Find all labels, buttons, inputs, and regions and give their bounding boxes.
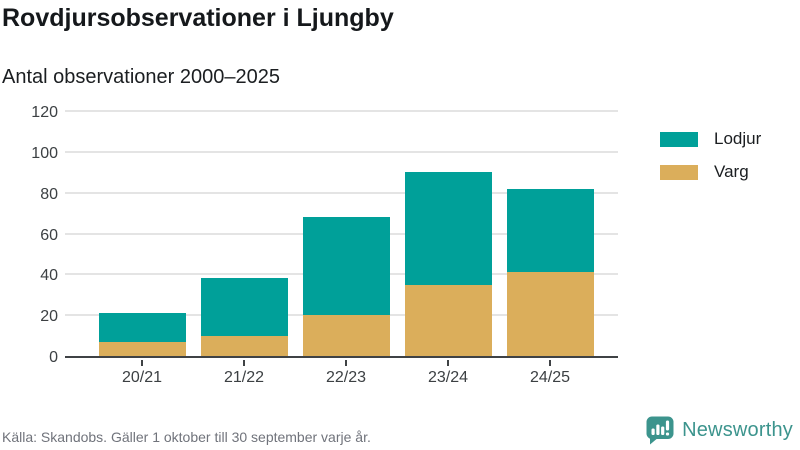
bar-segment-varg-20/21 [98, 341, 186, 356]
y-tick-label-80: 80 [40, 185, 58, 203]
y-axis: 0 20 40 60 80 100 120 [0, 104, 58, 366]
y-tick-label-60: 60 [40, 226, 58, 244]
gridline-120 [65, 110, 618, 112]
newsworthy-logo-icon [646, 416, 674, 445]
x-tick-label-24/25: 24/25 [529, 369, 571, 386]
y-tick-label-120: 120 [31, 104, 58, 121]
legend-swatch-varg [660, 164, 698, 180]
x-tick-label-23/24: 23/24 [427, 369, 469, 386]
x-axis-tick-23/24 [447, 360, 449, 366]
bar-segment-lodjur-23/24 [404, 172, 492, 285]
gridline-100 [65, 150, 618, 153]
bar-segment-lodjur-20/21 [98, 313, 186, 342]
chart-subtitle: Antal observationer 2000–2025 [2, 66, 280, 88]
x-tick-label-22/23: 22/23 [325, 369, 367, 386]
y-tick-label-20: 20 [40, 308, 58, 326]
bar-segment-lodjur-21/22 [200, 278, 288, 336]
legend-label-varg: Varg [714, 162, 749, 181]
plot-area [65, 110, 618, 358]
bar-group-20/21 [98, 111, 186, 356]
legend-swatch-lodjur [660, 131, 698, 147]
legend-item-lodjur: Lodjur [660, 129, 761, 149]
bar-group-24/25 [506, 111, 594, 356]
legend-label-lodjur: Lodjur [714, 129, 762, 148]
legend: Lodjur Varg [660, 129, 761, 195]
x-tick-label-20/21: 20/21 [121, 369, 163, 386]
x-axis-tick-21/22 [243, 360, 245, 366]
y-tick-label-0: 0 [49, 349, 58, 366]
gridline-80 [65, 191, 618, 194]
bar-segment-varg-24/25 [506, 272, 594, 356]
newsworthy-wordmark: Newsworthy [682, 418, 793, 441]
bar-group-21/22 [200, 111, 288, 356]
x-axis-tick-22/23 [345, 360, 347, 366]
y-tick-label-40: 40 [40, 267, 58, 285]
bar-segment-lodjur-22/23 [302, 217, 390, 316]
x-axis: 20/21 21/22 22/23 23/24 24/25 [65, 360, 618, 400]
bar-group-23/24 [404, 111, 492, 356]
bar-segment-varg-23/24 [404, 284, 492, 356]
bar-segment-varg-21/22 [200, 335, 288, 356]
legend-item-varg: Varg [660, 162, 761, 182]
x-tick-label-21/22: 21/22 [223, 369, 265, 386]
newsworthy-logo: Newsworthy [645, 415, 793, 445]
source-note: Källa: Skandobs. Gäller 1 oktober till 3… [2, 429, 371, 445]
chart-title: Rovdjursobservationer i Ljungby [2, 4, 394, 32]
bar-group-22/23 [302, 111, 390, 356]
bar-segment-varg-22/23 [302, 315, 390, 356]
bar-segment-lodjur-24/25 [506, 188, 594, 273]
y-tick-label-100: 100 [31, 144, 58, 162]
x-axis-tick-24/25 [549, 360, 551, 366]
x-axis-tick-20/21 [141, 360, 143, 366]
